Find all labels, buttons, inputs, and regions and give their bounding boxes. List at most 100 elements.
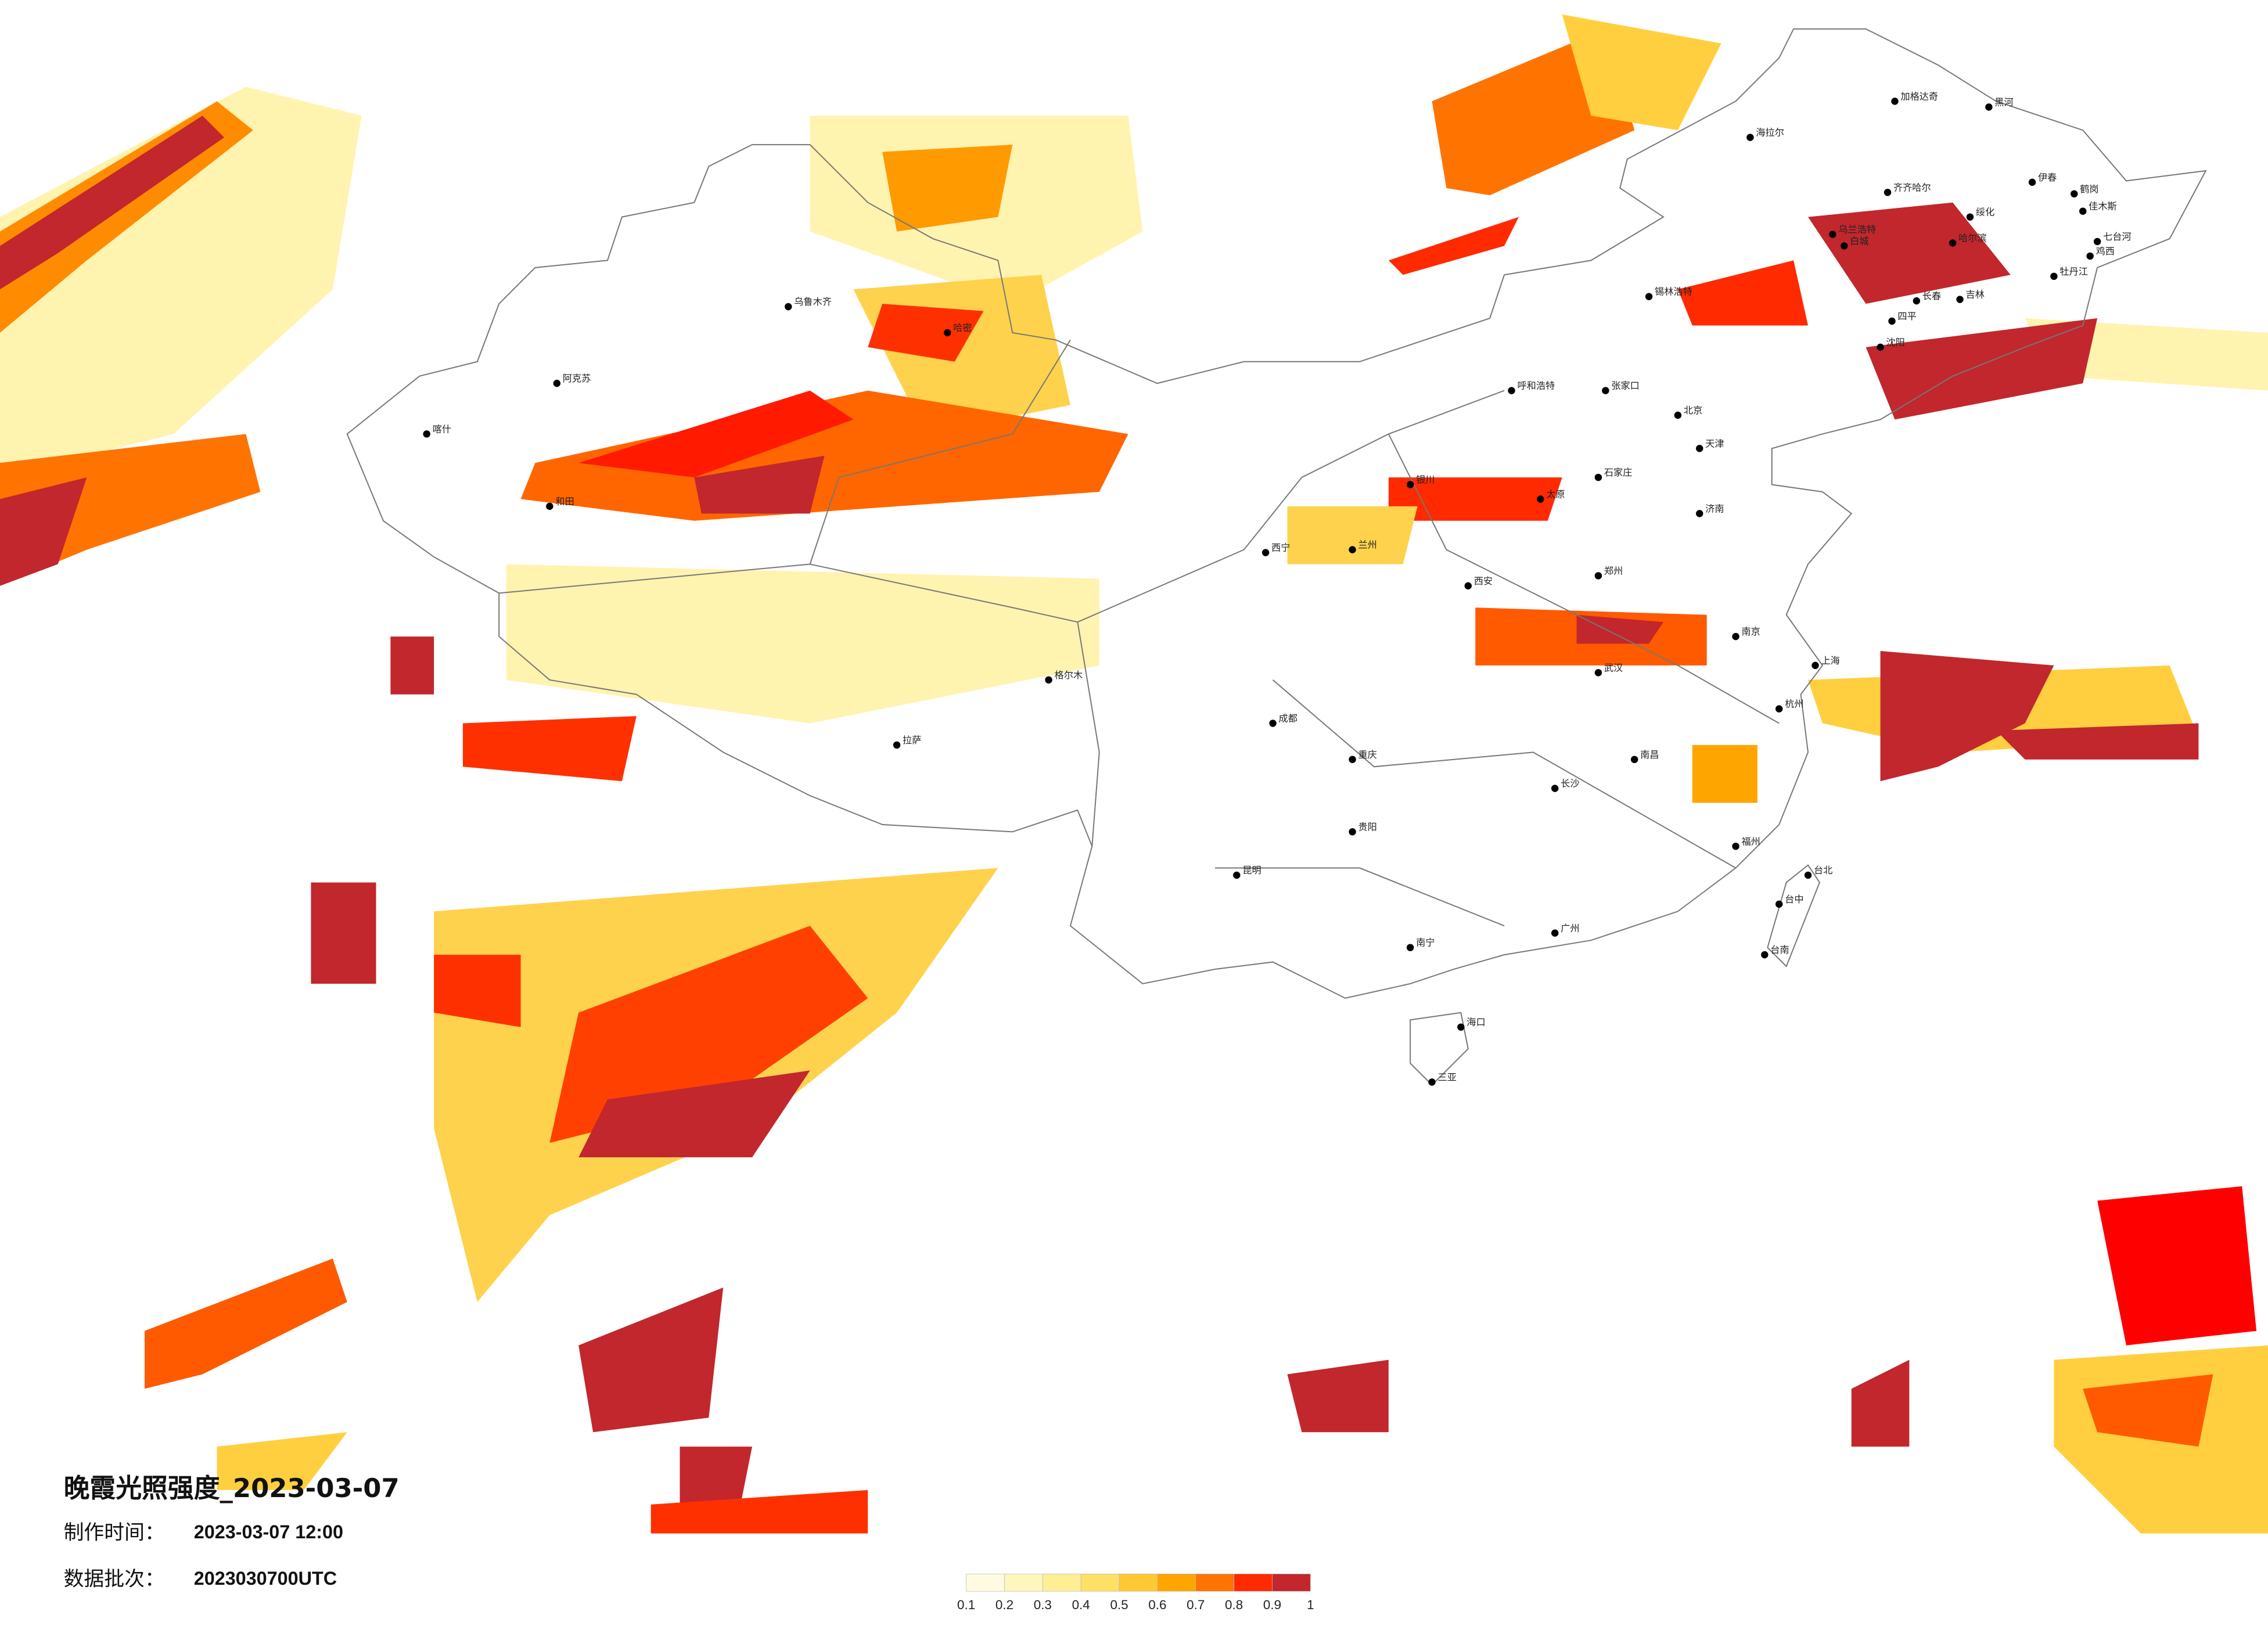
heat-blob xyxy=(0,116,225,290)
city-label: 石家庄 xyxy=(1604,467,1633,478)
legend-tick: 1 xyxy=(1307,1598,1314,1612)
city-label: 白城 xyxy=(1850,236,1868,247)
city-label: 哈密 xyxy=(953,322,972,333)
city-dot xyxy=(1349,546,1356,553)
city-label: 贵阳 xyxy=(1358,821,1377,832)
city-label: 齐齐哈尔 xyxy=(1893,182,1931,193)
city-label: 鸡西 xyxy=(2096,246,2115,257)
city-dot xyxy=(1428,1078,1436,1086)
city-label: 成都 xyxy=(1279,713,1297,724)
legend-tick: 0.3 xyxy=(1034,1598,1052,1612)
city-dot xyxy=(1746,134,1754,141)
city-dot xyxy=(1602,387,1609,394)
city-label: 牡丹江 xyxy=(2059,266,2088,277)
city-label: 哈尔滨 xyxy=(1958,233,1987,244)
city-label: 南宁 xyxy=(1416,937,1435,948)
city-label: 台南 xyxy=(1770,944,1789,955)
heat-blob xyxy=(1808,202,2011,304)
city-dot xyxy=(1966,213,1974,221)
heat-blob xyxy=(1562,14,1721,131)
heat-blob xyxy=(434,955,521,1027)
city-dot xyxy=(1508,387,1515,394)
city-dot xyxy=(1674,411,1682,419)
city-label: 呼和浩特 xyxy=(1517,380,1555,391)
city-dot xyxy=(1537,495,1544,503)
city-label: 吉林 xyxy=(1965,289,1984,300)
city-label: 福州 xyxy=(1741,836,1760,847)
city-label: 喀什 xyxy=(433,423,451,434)
legend-swatch xyxy=(1119,1573,1158,1592)
city-dot xyxy=(1732,843,1739,850)
country-border xyxy=(346,28,2207,999)
heat-blob xyxy=(311,882,376,984)
city-dot xyxy=(1551,929,1559,937)
city-label: 格尔木 xyxy=(1055,670,1083,681)
heat-blob xyxy=(1996,723,2199,760)
city-dot xyxy=(1775,705,1783,713)
city-label: 天津 xyxy=(1705,438,1724,449)
heat-blob xyxy=(1287,506,1418,564)
city-dot xyxy=(1594,669,1602,677)
city-dot xyxy=(1269,720,1277,727)
heat-blob xyxy=(578,390,854,478)
legend-tick: 0.7 xyxy=(1187,1598,1205,1612)
city-dot xyxy=(2050,272,2058,280)
city-label: 郑州 xyxy=(1604,565,1623,576)
city-dot xyxy=(1696,510,1703,517)
city-dot xyxy=(1551,785,1559,792)
legend: 0.1 0.2 0.3 0.4 0.5 0.6 0.7 0.8 0.9 1 xyxy=(957,1573,1314,1612)
heat-blob xyxy=(882,145,1013,232)
city-label: 西宁 xyxy=(1271,542,1290,553)
city-dot xyxy=(1645,293,1653,300)
legend-tick: 0.5 xyxy=(1110,1598,1128,1612)
city-label: 和田 xyxy=(555,496,574,507)
heat-blob xyxy=(1851,1359,1910,1447)
city-label: 海口 xyxy=(1467,1017,1485,1028)
city-dot xyxy=(2079,207,2087,215)
made-label: 制作时间： xyxy=(64,1521,165,1545)
city-label: 太原 xyxy=(1546,488,1565,499)
city-dot xyxy=(1956,296,1964,303)
city-dot xyxy=(1891,98,1899,105)
city-dot xyxy=(1464,582,1472,590)
city-dot xyxy=(1045,676,1052,684)
heat-blob xyxy=(694,455,825,514)
city-dot xyxy=(1949,239,1957,247)
island-border xyxy=(1410,1012,1469,1086)
heat-blob xyxy=(1287,1359,1389,1433)
city-dot xyxy=(2093,238,2101,246)
made-value: 2023-03-07 12:00 xyxy=(194,1521,343,1542)
city-dot xyxy=(2071,190,2078,198)
city-dot xyxy=(1406,944,1414,951)
legend-tick: 0.8 xyxy=(1225,1598,1243,1612)
island-border xyxy=(1767,864,1821,967)
city-label: 张家口 xyxy=(1611,380,1640,391)
heat-blob xyxy=(0,477,87,586)
legend-swatch xyxy=(1157,1573,1196,1592)
heat-blob xyxy=(1677,260,1809,326)
city-label: 上海 xyxy=(1821,655,1839,666)
city-dot xyxy=(1406,481,1414,488)
city-label: 济南 xyxy=(1705,503,1724,514)
city-dot xyxy=(1811,661,1819,670)
city-dot xyxy=(1349,756,1356,764)
city-dot xyxy=(944,329,951,337)
heat-blob xyxy=(390,636,434,695)
city-label: 阿克苏 xyxy=(563,373,591,384)
city-label: 鹤岗 xyxy=(2080,184,2098,195)
heat-blob xyxy=(549,926,868,1143)
city-dot xyxy=(1696,445,1703,452)
heat-blob xyxy=(868,304,984,362)
heat-blob xyxy=(0,434,261,586)
city-dot xyxy=(1775,900,1783,908)
city-dot xyxy=(893,741,901,749)
map-title: 晚霞光照强度_2023-03-07 xyxy=(64,1473,400,1503)
legend-swatch xyxy=(1234,1573,1273,1592)
heat-blob xyxy=(1388,477,1562,521)
legend-tick: 0.4 xyxy=(1072,1598,1090,1612)
city-dot xyxy=(1985,103,1993,111)
heat-blob xyxy=(2083,1374,2213,1447)
city-label: 三亚 xyxy=(1437,1071,1456,1082)
legend-tick: 0.6 xyxy=(1148,1598,1166,1612)
